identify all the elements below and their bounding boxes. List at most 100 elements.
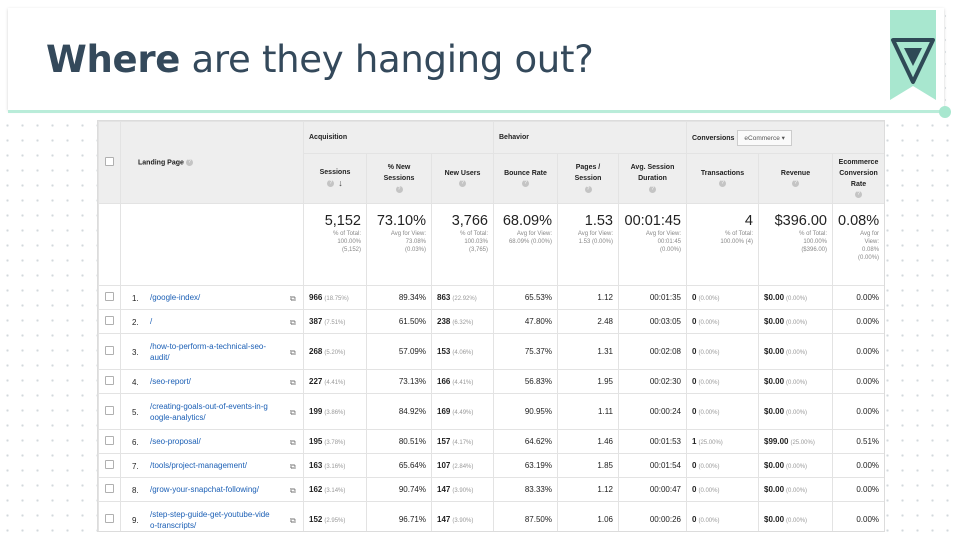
landing-page-cell: 1. /google-index/ ⧉: [120, 285, 304, 310]
column-header-duration[interactable]: Avg. Session Duration?: [618, 153, 687, 204]
help-icon[interactable]: ?: [327, 180, 335, 188]
row-checkbox[interactable]: [105, 346, 114, 355]
cell-value: 00:00:24: [649, 407, 681, 416]
open-link-icon[interactable]: ⧉: [290, 293, 296, 303]
cell-sessions: 162 (3.14%): [303, 477, 367, 502]
cell-new_sessions: 73.13%: [366, 369, 432, 394]
cell-revenue: $0.00 (0.00%): [758, 477, 833, 502]
cell-percent: (0.00%): [786, 518, 808, 524]
landing-page-header-label: Landing Page: [138, 159, 184, 167]
cell-percent: (0.00%): [786, 380, 808, 386]
help-icon[interactable]: ?: [459, 180, 466, 188]
logo-badge-icon: [890, 10, 936, 100]
cell-value: 199: [309, 407, 323, 416]
landing-page-header[interactable]: Landing Page ?: [120, 121, 304, 204]
row-checkbox[interactable]: [105, 484, 114, 493]
cell-new_sessions: 84.92%: [366, 393, 432, 430]
select-all-checkbox[interactable]: [105, 157, 114, 166]
column-header-ecr[interactable]: Ecommerce Conversion Rate?: [831, 153, 884, 204]
row-checkbox[interactable]: [105, 292, 114, 301]
column-header-pages[interactable]: Pages / Session?: [557, 153, 619, 204]
row-checkbox-cell: [98, 309, 121, 334]
cell-value: 169: [437, 407, 451, 416]
landing-page-link[interactable]: /how-to-perform-a-technical-seo-audit/: [150, 341, 285, 363]
total-value: 1.53: [584, 213, 613, 229]
total-subtext: 100.00%: [803, 239, 827, 245]
help-icon[interactable]: ?: [719, 180, 726, 188]
landing-page-link[interactable]: /seo-proposal/: [150, 436, 285, 447]
help-icon[interactable]: ?: [649, 185, 656, 193]
cell-value: 166: [437, 377, 451, 386]
column-header-transactions[interactable]: Transactions?: [686, 153, 759, 204]
sort-descending-icon[interactable]: ↓: [338, 178, 343, 189]
table-row[interactable]: 5. /creating-goals-out-of-events-in-g oogl…: [98, 393, 884, 430]
landing-page-link[interactable]: /google-index/: [150, 292, 285, 303]
row-checkbox[interactable]: [105, 514, 114, 523]
open-link-icon[interactable]: ⧉: [290, 407, 296, 417]
table-row[interactable]: 9. /step-step-guide-get-youtube-vide o-tra…: [98, 501, 884, 531]
landing-page-link[interactable]: /: [150, 316, 285, 327]
help-icon[interactable]: ?: [792, 180, 799, 188]
cell-new_sessions: 89.34%: [366, 285, 432, 310]
cell-sessions: 199 (3.86%): [303, 393, 367, 430]
help-icon[interactable]: ?: [522, 180, 529, 188]
column-header-new_users[interactable]: New Users?: [431, 153, 494, 204]
cell-value: 87.50%: [524, 515, 552, 524]
cell-percent: (3.14%): [324, 488, 346, 494]
row-index: 1.: [132, 293, 139, 303]
cell-value: 107: [437, 461, 451, 470]
help-icon[interactable]: ?: [584, 185, 592, 193]
open-link-icon[interactable]: ⧉: [290, 515, 296, 525]
row-checkbox[interactable]: [105, 436, 114, 445]
row-checkbox[interactable]: [105, 376, 114, 385]
open-link-icon[interactable]: ⧉: [290, 317, 296, 327]
open-link-icon[interactable]: ⧉: [290, 437, 296, 447]
cell-percent: (22.92%): [452, 296, 477, 302]
cell-new_users: 169 (4.49%): [431, 393, 494, 430]
column-header-sessions[interactable]: Sessions? ↓: [303, 153, 367, 204]
column-header-new_sessions[interactable]: % New Sessions?: [366, 153, 432, 204]
conversions-dropdown[interactable]: eCommerce ▾: [737, 129, 792, 146]
total-revenue: $396.00 % of Total: 100.00% ($396.00): [758, 203, 833, 286]
open-link-icon[interactable]: ⧉: [290, 377, 296, 387]
table-row[interactable]: 6. /seo-proposal/ ⧉ 195 (3.78%) 80.51% 157 (4.1…: [98, 429, 884, 454]
row-checkbox[interactable]: [105, 316, 114, 325]
table-row[interactable]: 1. /google-index/ ⧉ 966 (18.75%) 89.34% 863 (22…: [98, 285, 884, 310]
table-row[interactable]: 3. /how-to-perform-a-technical-seo-audit/…: [98, 333, 884, 370]
row-checkbox[interactable]: [105, 406, 114, 415]
table-row[interactable]: 4./seo-report/⧉ 227 (4.41%) 73.13% 166 (4.41%…: [98, 369, 884, 394]
column-header-bounce[interactable]: Bounce Rate?: [493, 153, 558, 204]
landing-page-link[interactable]: /tools/project-management/: [150, 460, 285, 471]
landing-page-link[interactable]: /step-step-guide-get-youtube-vide o-trans…: [150, 509, 285, 531]
open-link-icon[interactable]: ⧉: [290, 347, 296, 357]
table-row[interactable]: 7. /tools/project-management/ ⧉ 163 (3.16%) 6…: [98, 453, 884, 478]
cell-new_sessions: 96.71%: [366, 501, 432, 531]
cell-new_users: 238 (6.32%): [431, 309, 494, 334]
slide-title-bold: Where: [46, 38, 181, 81]
title-card: [8, 8, 944, 110]
cell-value: 00:01:35: [649, 293, 681, 302]
cell-value: 1.12: [597, 485, 613, 494]
landing-page-link[interactable]: /creating-goals-out-of-events-in-g oogle-…: [150, 401, 285, 423]
open-link-icon[interactable]: ⧉: [290, 485, 296, 495]
cell-pages: 1.06: [557, 501, 619, 531]
cell-value: $0.00: [764, 485, 785, 494]
column-header-row: Sessions? ↓% New Sessions? New Users? Bounc…: [99, 153, 884, 204]
cell-value: 00:00:47: [649, 485, 681, 494]
table-row[interactable]: 2. / ⧉ 387 (7.51%) 61.50% 238 (6.32%) 47.80% 2.48…: [98, 309, 884, 334]
landing-page-link[interactable]: /seo-report/: [150, 376, 285, 387]
total-subtext: 100.03%: [464, 239, 488, 245]
cell-revenue: $0.00 (0.00%): [758, 369, 833, 394]
column-header-revenue[interactable]: Revenue?: [758, 153, 833, 204]
row-checkbox[interactable]: [105, 460, 114, 469]
total-value: 0.08%: [838, 213, 880, 229]
help-icon[interactable]: ?: [395, 185, 403, 193]
help-icon[interactable]: ?: [855, 191, 863, 199]
help-icon[interactable]: ?: [185, 158, 193, 166]
landing-page-link[interactable]: /grow-your-snapchat-following/: [150, 484, 285, 495]
landing-page-cell: 9. /step-step-guide-get-youtube-vide o-tra…: [120, 501, 304, 531]
cell-value: 1.95: [597, 377, 613, 386]
table-row[interactable]: 8. /grow-your-snapchat-following/ ⧉ 162 (3.1…: [98, 477, 884, 502]
cell-value: 1.06: [597, 515, 613, 524]
open-link-icon[interactable]: ⧉: [290, 461, 296, 471]
